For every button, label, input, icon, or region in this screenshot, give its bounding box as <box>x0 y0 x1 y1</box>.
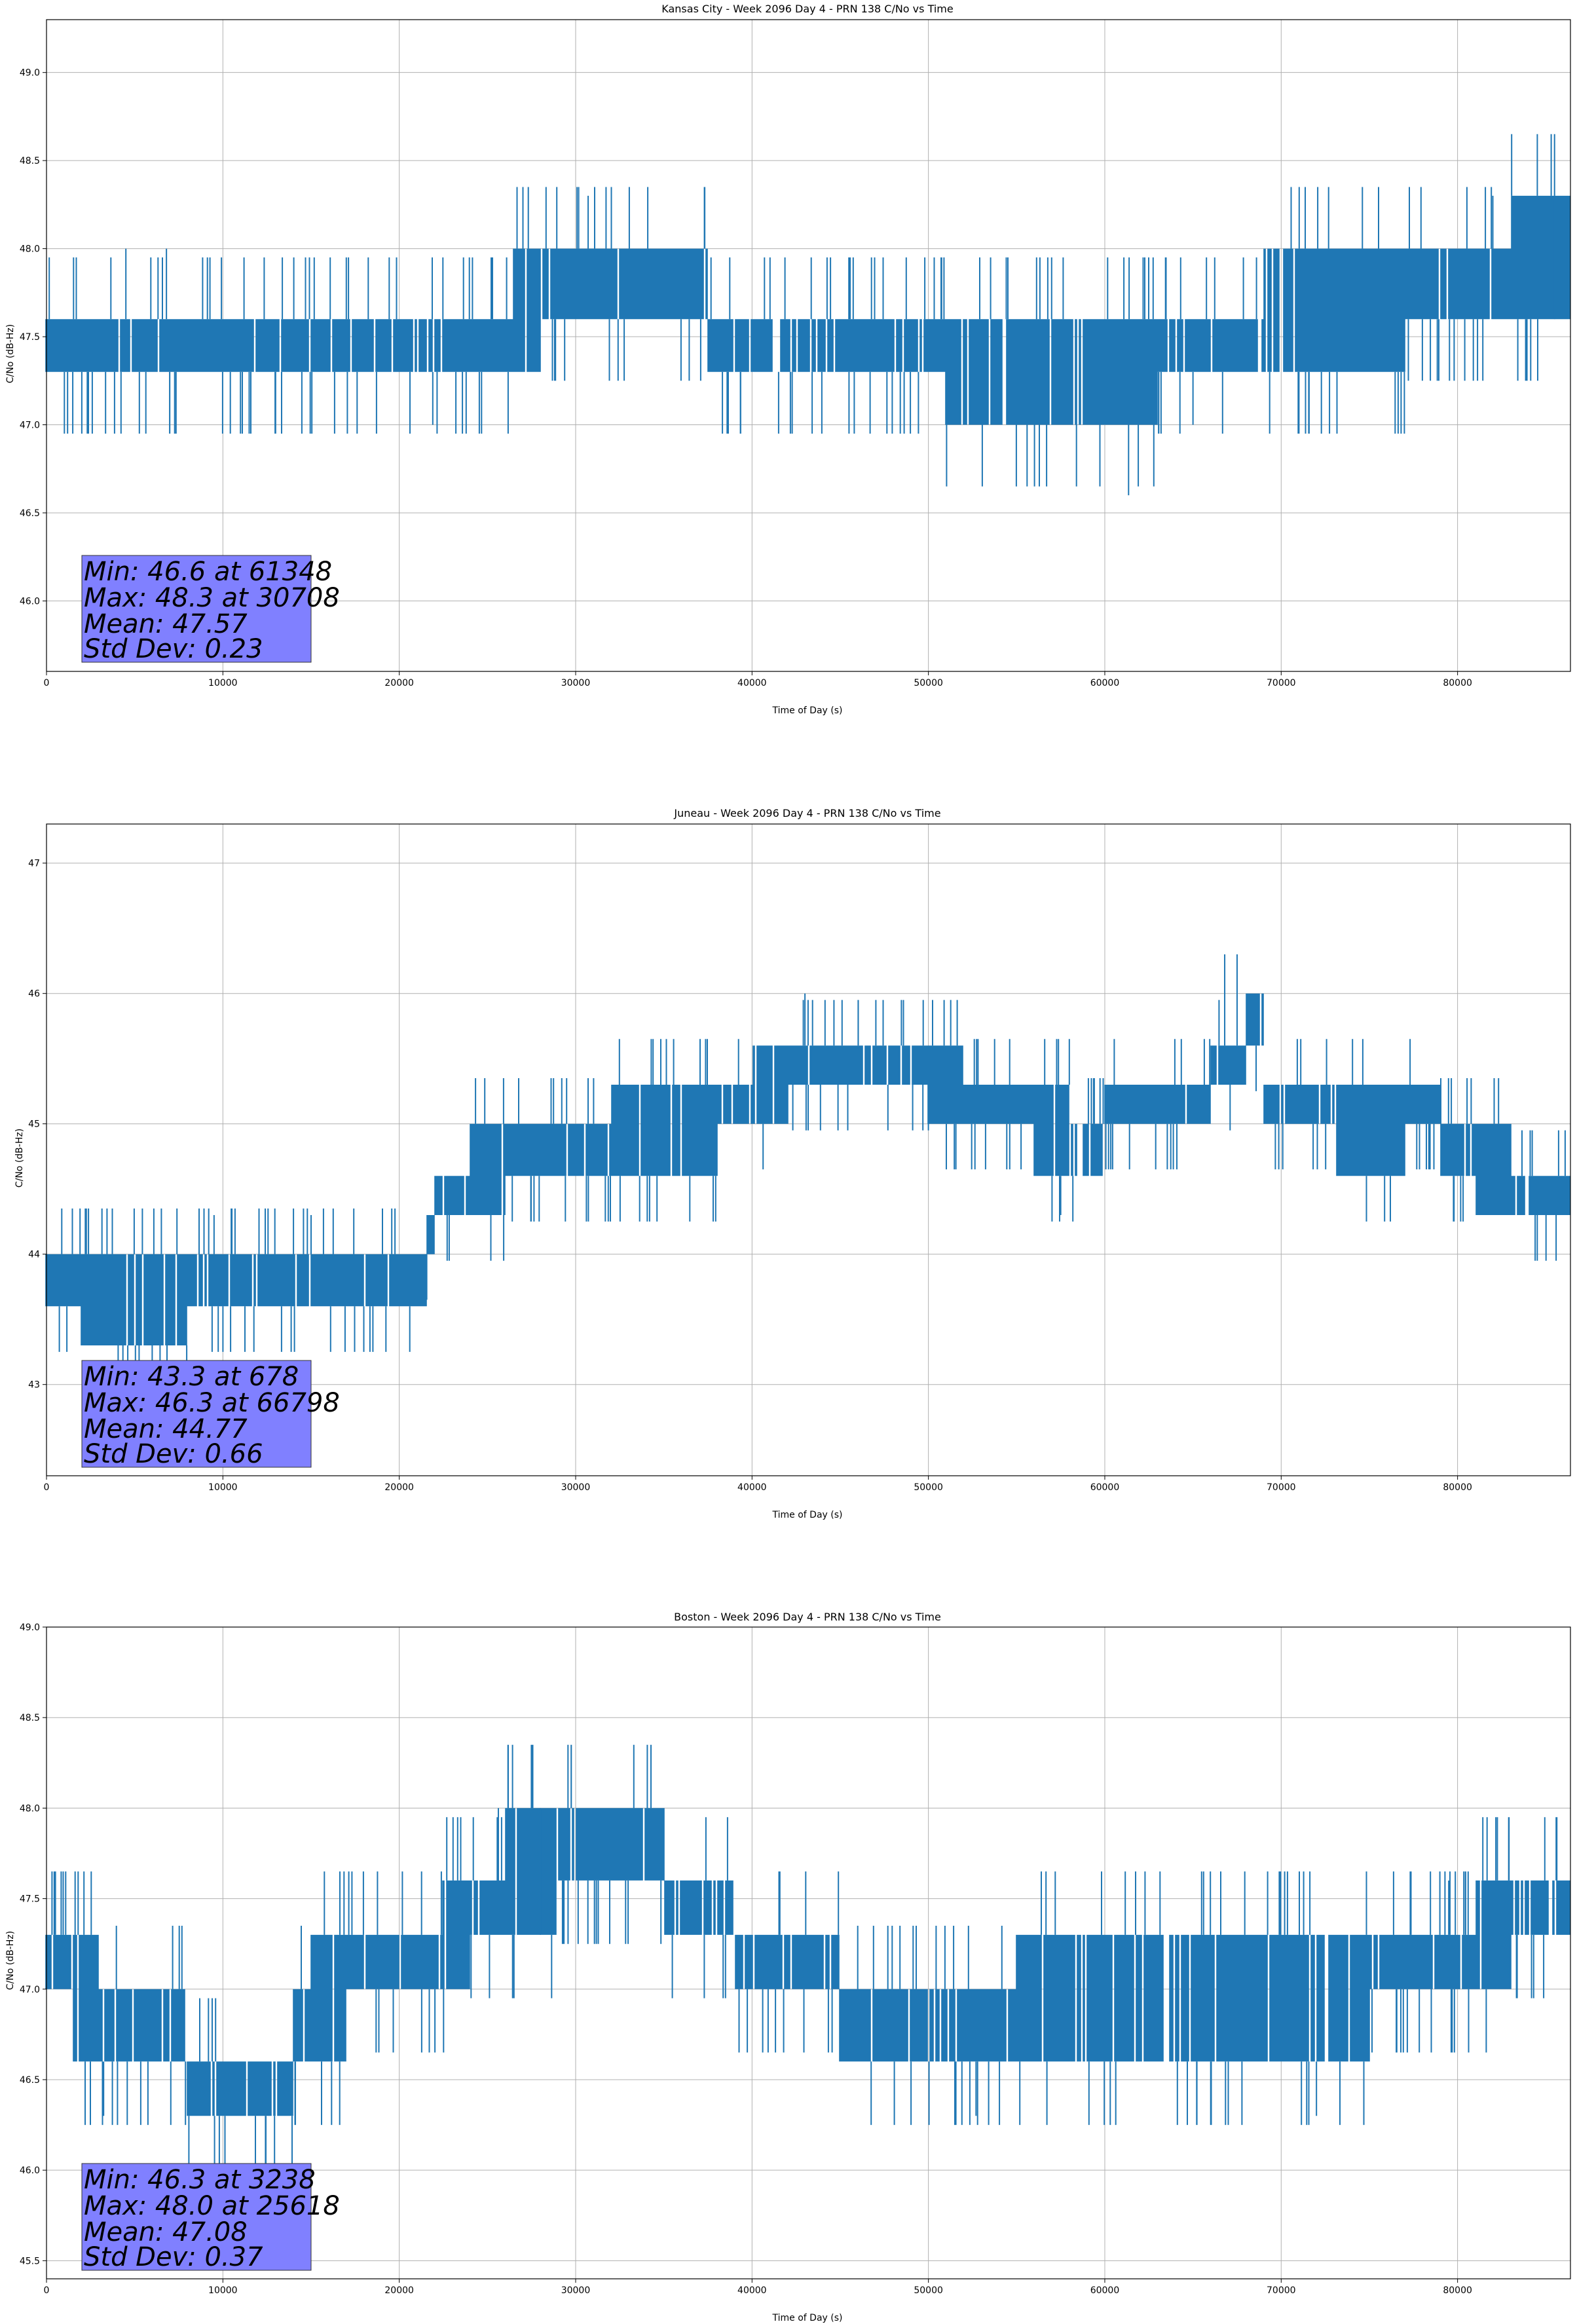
x-tick-label: 40000 <box>737 2285 767 2296</box>
x-tick-label: 60000 <box>1090 1482 1120 1493</box>
y-axis-label: C/No (dB-Hz) <box>5 1931 16 1990</box>
x-tick-label: 70000 <box>1267 2285 1296 2296</box>
x-tick-label: 80000 <box>1443 678 1472 688</box>
stat-std-dev: Std Dev: 0.37 <box>84 2242 263 2272</box>
x-tick-label: 40000 <box>737 1482 767 1493</box>
x-tick-label: 0 <box>44 678 50 688</box>
y-tick-label: 47.0 <box>20 421 40 431</box>
x-axis-label: Time of Day (s) <box>772 1510 843 1520</box>
y-tick-label: 47 <box>28 859 40 869</box>
x-tick-label: 70000 <box>1267 1482 1296 1493</box>
stats-box: Min: 46.3 at 3238 Max: 48.0 at 25618 Mea… <box>81 2163 340 2272</box>
y-tick-label: 47.5 <box>20 1894 40 1905</box>
y-tick-label: 49.0 <box>20 68 40 79</box>
stat-mean: Mean: 47.08 <box>84 2217 248 2247</box>
x-tick-label: 80000 <box>1443 1482 1472 1493</box>
x-tick-label: 30000 <box>561 2285 591 2296</box>
y-tick-label: 48.5 <box>20 1713 40 1723</box>
y-tick-label: 46.5 <box>20 508 40 519</box>
stat-std-dev: Std Dev: 0.66 <box>84 1439 263 1469</box>
x-tick-label: 60000 <box>1090 2285 1120 2296</box>
stats-box-background <box>81 2163 312 2271</box>
stat-max: Max: 48.0 at 25618 <box>84 2191 340 2221</box>
series-outliers <box>51 1744 1558 2179</box>
y-tick-label: 43 <box>28 1380 40 1391</box>
x-tick-label: 20000 <box>384 2285 414 2296</box>
x-tick-label: 50000 <box>914 678 943 688</box>
series-outliers <box>58 1000 1566 1391</box>
stats-box: Min: 46.6 at 61348 Max: 48.3 at 30708 Me… <box>81 555 340 664</box>
series-line <box>45 1744 1570 2179</box>
stat-mean: Mean: 44.77 <box>84 1414 248 1444</box>
axes-frame <box>46 1626 1571 2279</box>
chart-title: Kansas City - Week 2096 Day 4 - PRN 138 … <box>661 3 953 15</box>
x-tick-label: 50000 <box>914 2285 943 2296</box>
stat-min: Min: 46.6 at 61348 <box>84 557 332 587</box>
x-tick-label: 10000 <box>208 1482 238 1493</box>
y-tick-label: 48.5 <box>20 156 40 166</box>
chart-juneau: 0 10000 20000 30000 40000 50000 60000 70000 8000… <box>14 807 1571 1520</box>
stat-max: Max: 48.3 at 30708 <box>84 583 340 613</box>
x-tick-label: 0 <box>44 2285 50 2296</box>
chart-kansas-city: 0 10000 20000 30000 40000 50000 60000 70000 8000… <box>5 3 1571 716</box>
stat-std-dev: Std Dev: 0.23 <box>84 634 263 664</box>
y-axis-label: C/No (dB-Hz) <box>5 324 16 383</box>
x-tick-label: 70000 <box>1267 678 1296 688</box>
series-line <box>45 134 1570 496</box>
x-tick-label: 10000 <box>208 2285 238 2296</box>
y-tick-label: 47.0 <box>20 1985 40 1995</box>
x-tick-label: 20000 <box>384 678 414 688</box>
chart-boston: 0 10000 20000 30000 40000 50000 60000 70000 8000… <box>5 1611 1571 2323</box>
stats-box-background <box>81 1360 312 1468</box>
y-tick-label: 46.5 <box>20 2075 40 2086</box>
stat-min: Min: 43.3 at 678 <box>84 1362 299 1392</box>
y-tick-label: 44 <box>28 1250 40 1260</box>
x-tick-label: 60000 <box>1090 678 1120 688</box>
y-axis-label: C/No (dB-Hz) <box>14 1129 25 1188</box>
y-tick-label: 45.5 <box>20 2256 40 2266</box>
x-tick-label: 30000 <box>561 678 591 688</box>
y-tick-label: 49.0 <box>20 1622 40 1633</box>
chart-title: Boston - Week 2096 Day 4 - PRN 138 C/No … <box>674 1611 941 1623</box>
x-tick-label: 50000 <box>914 1482 943 1493</box>
axes-frame <box>46 823 1571 1476</box>
y-tick-label: 46.0 <box>20 596 40 607</box>
x-tick-label: 0 <box>44 1482 50 1493</box>
stat-max: Max: 46.3 at 66798 <box>84 1388 340 1418</box>
stats-box-background <box>81 555 312 663</box>
y-tick-label: 45 <box>28 1119 40 1130</box>
axes-frame <box>46 19 1571 672</box>
stat-min: Min: 46.3 at 3238 <box>84 2165 316 2195</box>
y-tick-label: 48.0 <box>20 1803 40 1814</box>
y-tick-label: 48.0 <box>20 244 40 255</box>
x-axis-label: Time of Day (s) <box>772 705 843 716</box>
chart-title: Juneau - Week 2096 Day 4 - PRN 138 C/No … <box>673 807 940 819</box>
y-tick-label: 47.5 <box>20 332 40 343</box>
x-tick-label: 80000 <box>1443 2285 1472 2296</box>
x-tick-label: 40000 <box>737 678 767 688</box>
stats-box: Min: 43.3 at 678 Max: 46.3 at 66798 Mean… <box>81 1360 340 1469</box>
series-outliers <box>48 134 1555 487</box>
x-tick-label: 20000 <box>384 1482 414 1493</box>
y-tick-label: 46 <box>28 989 40 1000</box>
stat-mean: Mean: 47.57 <box>84 609 248 639</box>
x-axis-label: Time of Day (s) <box>772 2313 843 2323</box>
y-tick-label: 46.0 <box>20 2165 40 2176</box>
x-tick-label: 30000 <box>561 1482 591 1493</box>
x-tick-label: 10000 <box>208 678 238 688</box>
